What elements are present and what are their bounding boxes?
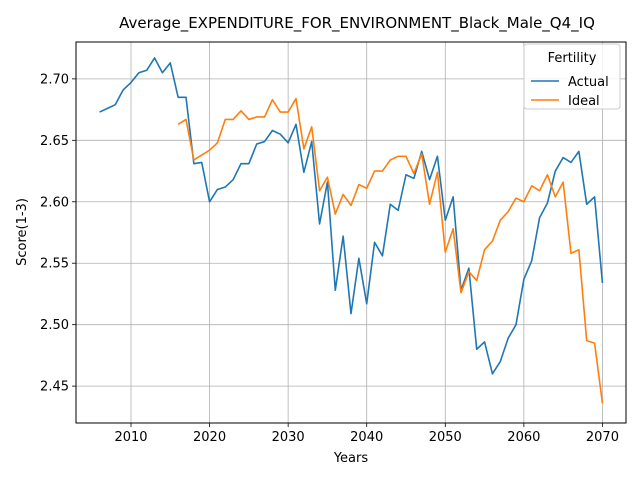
series-line-actual <box>99 57 604 375</box>
x-axis-label: Years <box>333 451 369 466</box>
plot-frame <box>75 41 627 424</box>
x-tick-label: 2060 <box>507 430 540 445</box>
legend-label-actual: Actual <box>568 75 609 90</box>
y-tick-label: 2.45 <box>40 380 69 395</box>
legend-label-ideal: Ideal <box>568 94 600 109</box>
x-tick-label: 2050 <box>429 430 462 445</box>
series-line-ideal <box>177 97 604 404</box>
legend: Fertility Actual Ideal <box>523 43 621 110</box>
legend-box <box>523 43 621 110</box>
y-axis: 2.45 2.50 2.55 2.60 2.65 2.70 <box>40 72 76 395</box>
x-tick-label: 2010 <box>114 430 147 445</box>
y-tick-label: 2.65 <box>40 134 69 149</box>
y-tick-label: 2.60 <box>40 195 69 210</box>
series-layer <box>99 57 604 404</box>
x-axis: 2010 2020 2030 2040 2050 2060 2070 <box>114 423 619 445</box>
x-tick-label: 2020 <box>193 430 226 445</box>
y-tick-label: 2.50 <box>40 318 69 333</box>
x-tick-label: 2070 <box>586 430 619 445</box>
legend-title: Fertility <box>548 51 597 66</box>
y-axis-label: Score(1-3) <box>15 198 30 266</box>
chart-title: Average_EXPENDITURE_FOR_ENVIRONMENT_Blac… <box>119 14 595 33</box>
y-tick-label: 2.70 <box>40 72 69 87</box>
x-tick-label: 2030 <box>272 430 305 445</box>
y-tick-label: 2.55 <box>40 257 69 272</box>
x-tick-label: 2040 <box>350 430 383 445</box>
